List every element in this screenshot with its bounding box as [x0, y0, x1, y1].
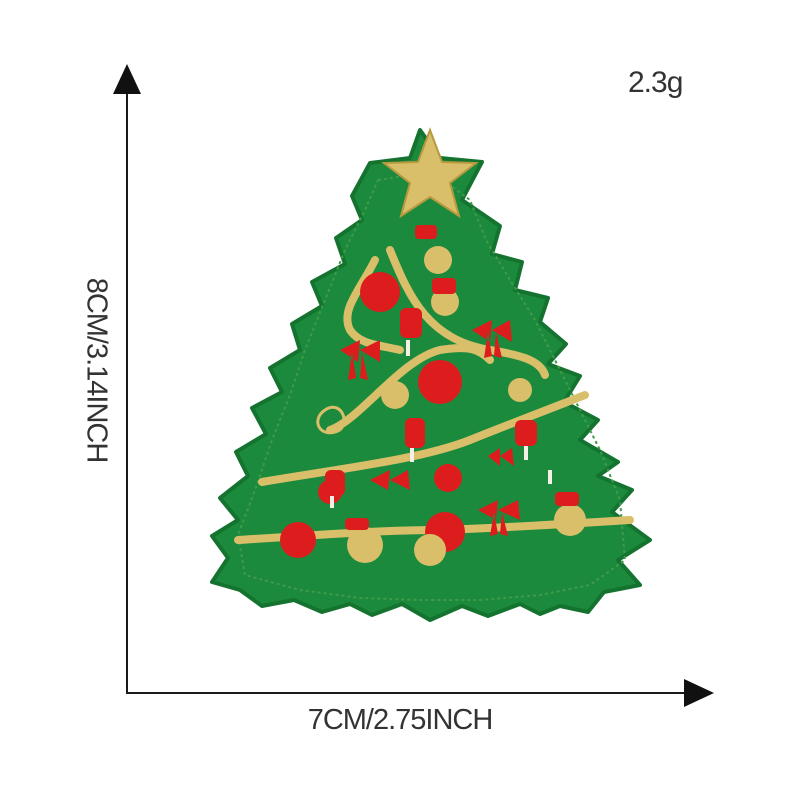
red-baubles	[280, 272, 465, 558]
width-label: 7CM/2.75INCH	[307, 704, 494, 736]
arrow-right-icon	[684, 679, 714, 707]
gold-loop	[316, 406, 346, 434]
gold-baubles	[347, 246, 586, 566]
vertical-dimension-line	[126, 88, 128, 694]
red-bows	[340, 320, 520, 536]
arrow-up-icon	[113, 64, 141, 94]
star	[381, 127, 479, 219]
horizontal-dimension-line	[126, 692, 694, 694]
white-highlights	[330, 340, 552, 508]
weight-label: 2.3g	[628, 66, 683, 99]
red-ornaments	[325, 225, 579, 530]
tree-stitch	[236, 173, 627, 601]
